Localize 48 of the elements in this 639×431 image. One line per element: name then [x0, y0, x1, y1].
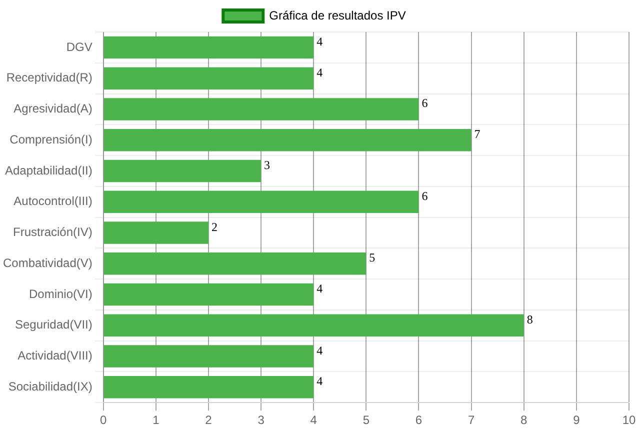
bar: [104, 128, 472, 152]
bar: [104, 98, 419, 120]
y-tick-label: Dominio(VI): [29, 286, 92, 301]
data-label: 4: [316, 34, 323, 48]
x-tick-label: 7: [468, 413, 475, 428]
y-tick-label: DGV: [66, 40, 92, 54]
bar: [104, 376, 314, 398]
bar: [104, 190, 419, 213]
data-label: 8: [526, 312, 533, 326]
data-label: 7: [474, 127, 480, 142]
x-tick-label: 8: [520, 413, 528, 428]
x-tick-label: 10: [622, 413, 636, 428]
y-tick-label: Receptividad(R): [6, 70, 92, 85]
x-tick-label: 2: [205, 413, 212, 428]
y-tick-label: Adaptabilidad(II): [4, 163, 92, 178]
bar: [104, 345, 314, 368]
data-label: 2: [211, 220, 218, 234]
bar: [104, 283, 314, 306]
x-tick-label: 1: [152, 413, 160, 428]
y-tick-label: Frustración(IV): [13, 225, 92, 240]
bar: [104, 314, 524, 337]
x-tick-label: 3: [258, 413, 265, 428]
bar: [104, 160, 262, 182]
data-label: 4: [316, 374, 323, 388]
data-label: 6: [422, 96, 428, 110]
y-tick-label: Sociabilidad(IX): [8, 379, 92, 394]
data-label: 3: [264, 158, 270, 172]
y-tick-label: Actividad(VIII): [18, 348, 92, 363]
legend-label: Gráfica de resultados IPV: [269, 8, 406, 22]
x-tick-label: 5: [362, 413, 370, 428]
x-tick-label: 0: [100, 413, 108, 428]
bar: [104, 222, 208, 244]
y-tick-label: Comprensión(I): [10, 132, 92, 146]
data-label: 4: [316, 282, 323, 296]
y-tick-label: Agresividad(A): [14, 102, 92, 116]
bar: [104, 252, 366, 275]
bar: [104, 67, 314, 90]
data-label: 6: [422, 188, 428, 203]
data-label: 5: [369, 250, 376, 265]
x-tick-label: 6: [415, 413, 422, 428]
bar: [104, 36, 314, 59]
data-label: 4: [316, 343, 323, 358]
y-tick-label: Autocontrol(III): [14, 194, 92, 208]
y-tick-label: Seguridad(VII): [14, 318, 92, 332]
y-tick-label: Combatividad(V): [2, 256, 92, 270]
x-tick-label: 4: [310, 413, 318, 428]
data-label: 4: [316, 65, 323, 80]
x-tick-label: 9: [573, 413, 580, 428]
